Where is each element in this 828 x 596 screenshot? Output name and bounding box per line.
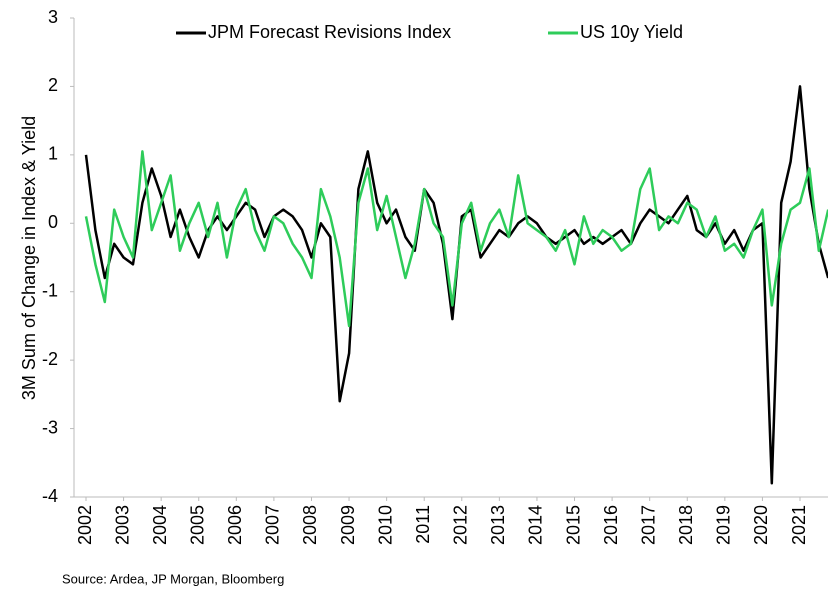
y-tick-label: 3 [48,7,58,27]
x-tick-label: 2002 [75,505,95,545]
y-axis-label: 3M Sum of Change in Index & Yield [19,116,39,400]
x-tick-label: 2016 [601,505,621,545]
x-tick-label: 2013 [488,505,508,545]
x-tick-label: 2004 [150,505,170,545]
x-tick-label: 2018 [676,505,696,545]
x-tick-label: 2010 [375,505,395,545]
x-tick-label: 2015 [563,505,583,545]
y-tick-label: -2 [42,349,58,369]
y-tick-label: 1 [48,144,58,164]
x-tick-label: 2011 [413,505,433,544]
y-tick-label: 2 [48,75,58,95]
x-tick-label: 2020 [751,505,771,545]
x-tick-label: 2005 [187,505,207,545]
x-tick-label: 2021 [789,505,809,545]
x-tick-label: 2009 [338,505,358,545]
x-tick-label: 2017 [638,505,658,545]
x-tick-label: 2007 [263,505,283,545]
source: Source: Ardea, JP Morgan, Bloomberg [62,571,284,586]
x-tick-label: 2012 [451,505,471,545]
y-tick-label: -1 [42,280,58,300]
x-tick-label: 2003 [112,505,132,545]
x-tick-label: 2006 [225,505,245,545]
series-line [84,85,828,485]
x-tick-label: 2014 [526,505,546,545]
legend-label: JPM Forecast Revisions Index [208,22,451,42]
x-tick-label: 2008 [300,505,320,545]
y-tick-label: 0 [48,212,58,232]
y-tick-label: -3 [42,417,58,437]
legend-label: US 10y Yield [580,22,683,42]
series-line [84,150,828,328]
y-tick-label: -4 [42,486,58,506]
x-tick-label: 2019 [714,505,734,545]
